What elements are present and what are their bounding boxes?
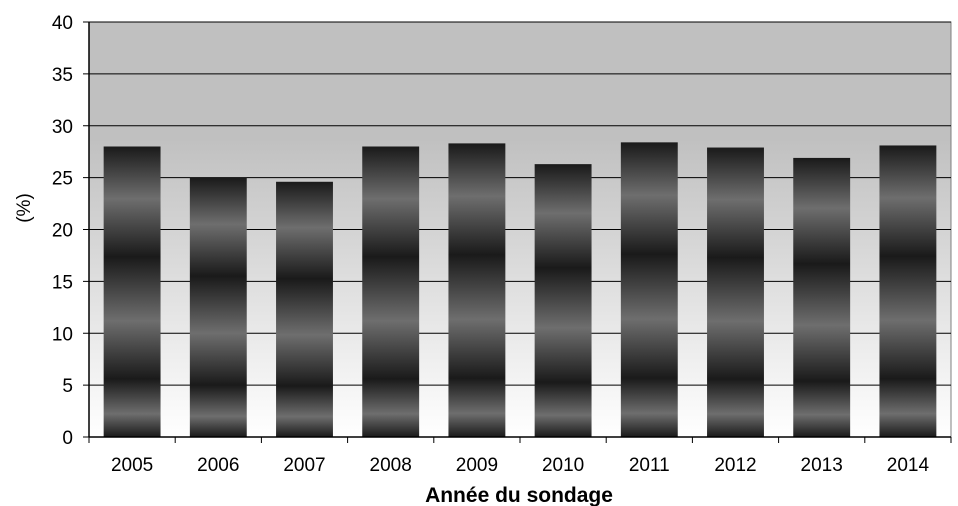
x-tick-label: 2014 <box>887 455 930 476</box>
bar-2007 <box>276 181 333 437</box>
x-tick-label: 2005 <box>111 455 153 476</box>
x-tick-label: 2013 <box>801 455 843 476</box>
y-tick-label: 30 <box>52 117 73 138</box>
bar-2012 <box>707 147 764 437</box>
axes <box>88 22 952 443</box>
x-tick-label: 2008 <box>370 455 412 476</box>
x-tick-label: 2007 <box>283 455 325 476</box>
x-tick-label: 2010 <box>542 455 584 476</box>
x-tick-label: 2011 <box>629 455 670 476</box>
bar-2005 <box>103 146 161 437</box>
x-tick-label: 2009 <box>456 455 498 476</box>
bar-2009 <box>448 143 506 437</box>
y-axis-label: (%) <box>14 193 35 223</box>
x-tick-labels: 2005 2006 2007 2008 2009 2010 2011 2012 2013 2014 <box>111 455 930 476</box>
y-tick-label: 0 <box>62 428 73 449</box>
bar-2014 <box>879 145 937 437</box>
y-tick-label: 40 <box>52 13 73 34</box>
bar-2010 <box>534 164 592 437</box>
bars <box>103 142 937 437</box>
y-tick-label: 5 <box>62 376 73 397</box>
bar-2008 <box>362 146 420 437</box>
x-tick-label: 2012 <box>714 455 756 476</box>
bar-2011 <box>620 142 678 437</box>
y-tick-label: 20 <box>52 221 73 242</box>
y-tick-label: 10 <box>52 324 73 345</box>
x-tick-label: 2006 <box>197 455 239 476</box>
y-tick-labels: 0 5 10 15 20 25 30 35 40 <box>52 13 73 449</box>
bar-2006 <box>189 177 247 437</box>
bar-2013 <box>793 157 851 437</box>
y-tick-label: 35 <box>52 65 73 86</box>
y-tick-label: 15 <box>52 272 73 293</box>
y-tick-label: 25 <box>52 169 73 190</box>
x-axis-label: Année du sondage <box>425 484 613 506</box>
